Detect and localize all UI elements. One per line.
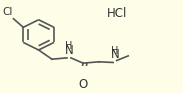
Text: N: N [111,48,119,61]
Text: O: O [78,78,87,91]
Text: N: N [65,44,74,57]
Text: H: H [111,46,119,56]
Text: HCl: HCl [107,7,127,20]
Text: Cl: Cl [2,7,13,17]
Text: H: H [66,41,73,51]
